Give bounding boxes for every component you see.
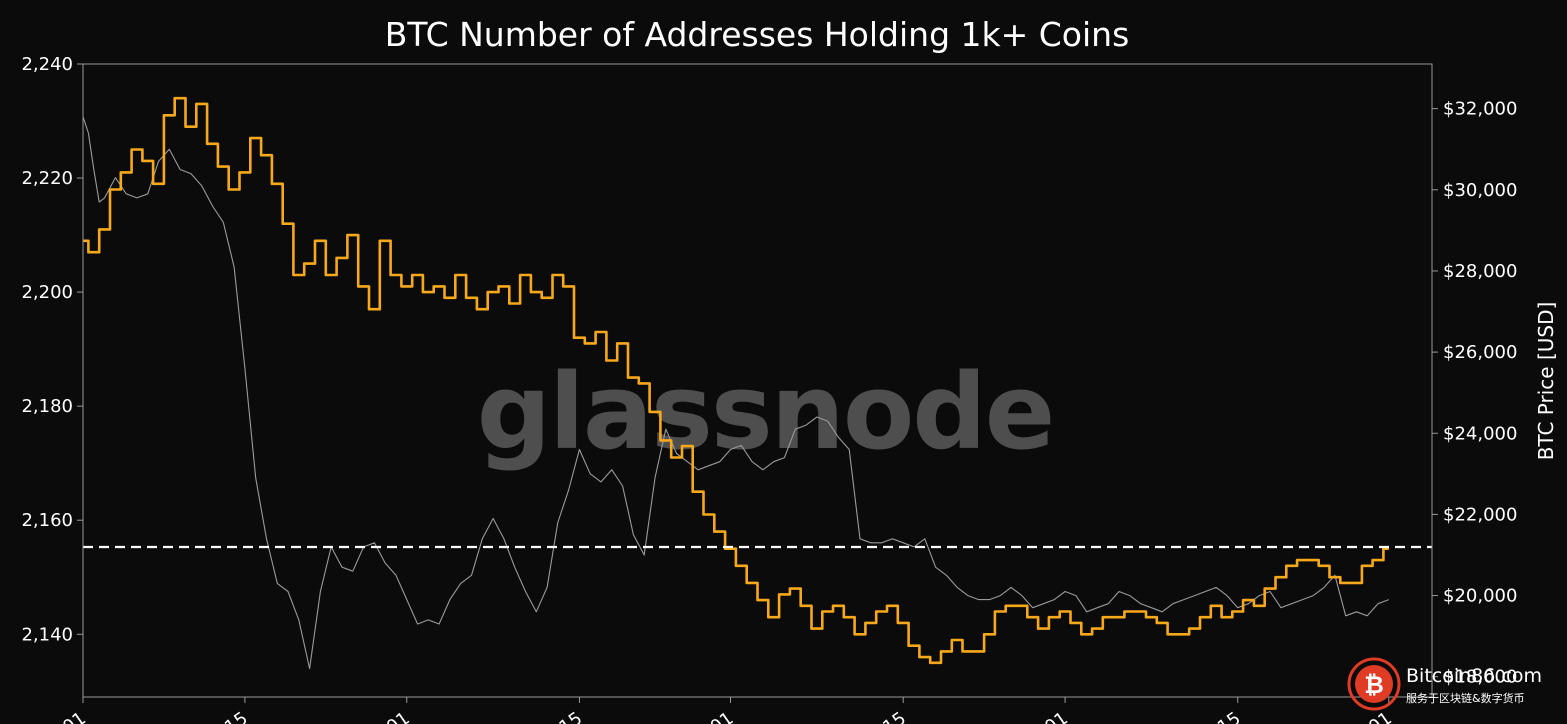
x-tick-label: 01 (59, 708, 90, 724)
brand-name: Bitcoin86.com (1406, 665, 1542, 687)
x-tick-label: 01 (1041, 708, 1072, 724)
bitcoin-icon (1355, 665, 1393, 703)
y-axis-right: $18,000 $20,000 $22,000 $24,000 $26,000 $28,0… (1432, 99, 1517, 688)
y-right-tick-label: $26,000 (1443, 342, 1517, 363)
x-tick-label: 15 (1214, 708, 1245, 724)
x-tick-label: 01 (383, 708, 414, 724)
x-tick-label: 15 (555, 708, 586, 724)
x-axis: 01 15 01 15 01 15 01 15 01 (59, 697, 1396, 724)
plot-frame (82, 63, 1433, 698)
x-tick-label: 15 (221, 708, 252, 724)
brand-logo: ₿ Bitcoin86.com 服务于区块链&数字货币 (1347, 657, 1542, 711)
series-layer (82, 96, 1389, 670)
y-left-tick-label: 2,180 (21, 396, 73, 417)
x-tick-label: 01 (1365, 708, 1396, 724)
x-tick-label: 01 (707, 708, 738, 724)
y-left-tick-label: 2,240 (21, 54, 73, 75)
x-tick-label: 15 (879, 708, 910, 724)
y-axis-left: 2,140 2,160 2,180 2,200 2,220 2,240 (21, 54, 83, 645)
brand-subtitle: 服务于区块链&数字货币 (1406, 691, 1525, 705)
bitcoin-glyph-icon: ₿ (1364, 671, 1384, 699)
y-right-tick-label: $28,000 (1443, 261, 1517, 282)
y-right-tick-label: $30,000 (1443, 180, 1517, 201)
price-series-line (82, 116, 1389, 670)
y-right-tick-label: $22,000 (1443, 504, 1517, 525)
addresses-series-line (83, 96, 1389, 665)
y-right-tick-label: $32,000 (1443, 99, 1517, 120)
chart-title: BTC Number of Addresses Holding 1k+ Coin… (385, 15, 1130, 54)
y-right-tick-label: $20,000 (1443, 586, 1517, 607)
y-right-tick-label: $24,000 (1443, 423, 1517, 444)
brand-ring-icon (1347, 657, 1401, 711)
y-axis-right-label: BTC Price [USD] (1534, 302, 1558, 461)
y-left-tick-label: 2,140 (21, 624, 73, 645)
y-left-tick-label: 2,200 (21, 282, 73, 303)
watermark: glassnode (477, 351, 1054, 473)
y-left-tick-label: 2,160 (21, 510, 73, 531)
y-left-tick-label: 2,220 (21, 168, 73, 189)
y-right-tick-label: $18,000 (1443, 667, 1517, 688)
